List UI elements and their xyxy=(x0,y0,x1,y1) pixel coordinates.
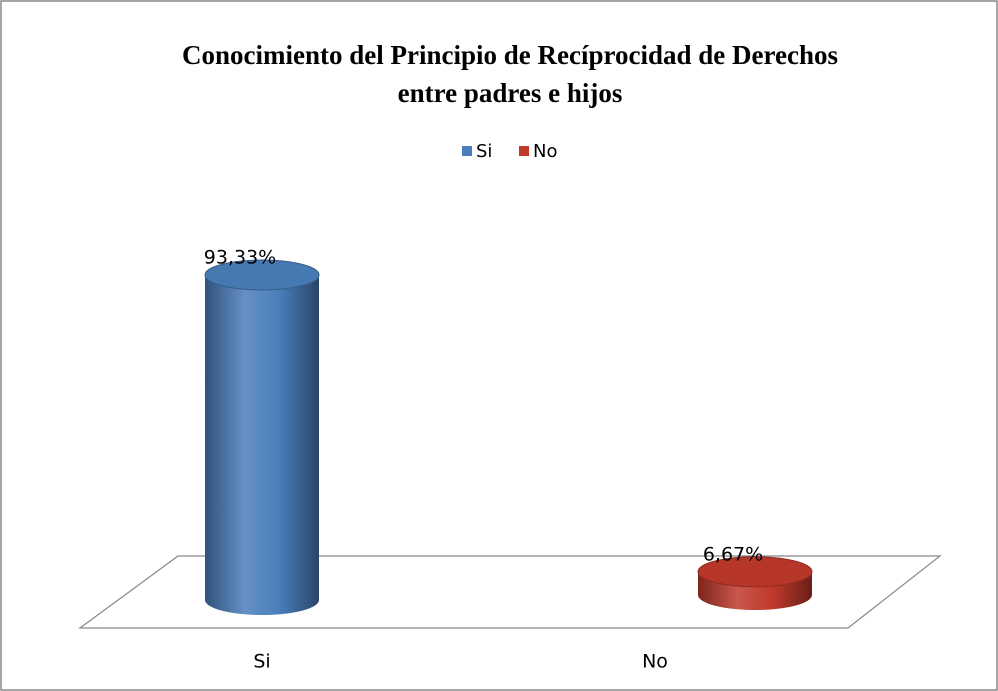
x-tick-label: Si xyxy=(253,651,270,673)
legend-label: Si xyxy=(476,141,492,162)
data-label: 93,33% xyxy=(204,247,276,269)
chart-title: entre padres e hijos xyxy=(398,78,623,108)
legend-label: No xyxy=(533,141,557,162)
bar-top xyxy=(204,259,320,291)
data-label: 6,67% xyxy=(703,543,763,565)
legend-swatch xyxy=(519,146,529,156)
bar xyxy=(205,275,319,615)
legend-swatch xyxy=(462,146,472,156)
bar-top xyxy=(697,556,813,588)
chart-title: Conocimiento del Principio de Recíprocid… xyxy=(182,40,838,70)
x-tick-label: No xyxy=(642,651,668,673)
